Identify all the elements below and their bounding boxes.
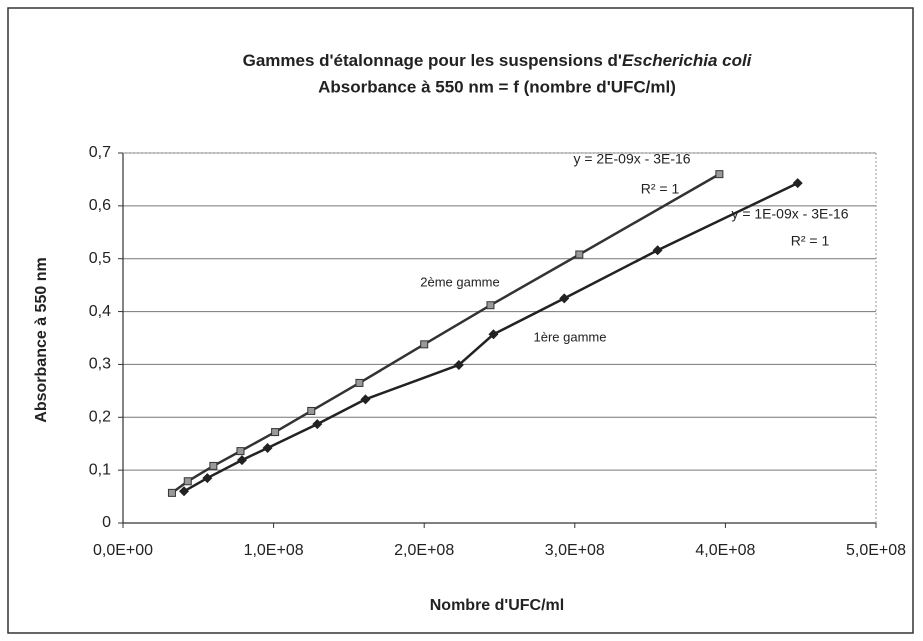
y-tick-label: 0,3: [89, 356, 111, 373]
point: [183, 477, 192, 486]
point: [307, 406, 316, 415]
y-tick-label: 0: [102, 514, 111, 531]
point: [236, 447, 245, 456]
point: [559, 293, 570, 304]
y-tick-label: 0,1: [89, 461, 111, 478]
x-axis-label: Nombre d'UFC/ml: [430, 597, 564, 614]
x-tick-label: 5,0E+08: [846, 542, 906, 559]
chart-title: Gammes d'étalonnage pour les suspensions…: [243, 51, 753, 70]
y-axis-label: Absorbance à 550 nm: [33, 257, 50, 422]
point: [236, 455, 247, 466]
chart-frame: [7, 7, 914, 634]
x-tick-label: 2,0E+08: [394, 542, 454, 559]
x-tick-label: 1,0E+08: [244, 542, 304, 559]
point: [178, 486, 189, 497]
point: [262, 442, 273, 453]
y-tick-label: 0,6: [89, 197, 111, 214]
r-squared: R² = 1: [641, 181, 680, 197]
r-squared: R² = 1: [791, 233, 830, 249]
series-label: 2ème gamme: [420, 274, 499, 289]
point: [792, 178, 803, 189]
point: [360, 394, 371, 405]
point: [453, 359, 464, 370]
x-tick-label: 3,0E+08: [545, 542, 605, 559]
y-tick-label: 0,2: [89, 409, 111, 426]
chart-subtitle: Absorbance à 550 nm = f (nombre d'UFC/ml…: [318, 77, 676, 96]
point: [486, 301, 495, 310]
trend-equation: y = 2E-09x - 3E-16: [573, 151, 690, 167]
point: [209, 461, 218, 470]
point: [652, 245, 663, 256]
title-italic: Escherichia coli: [622, 51, 753, 70]
x-tick-label: 0,0E+00: [93, 542, 153, 559]
series-label: 1ère gamme: [534, 329, 607, 344]
point: [575, 250, 584, 259]
point: [355, 378, 364, 387]
point: [202, 473, 213, 484]
point: [312, 419, 323, 430]
point: [271, 428, 280, 437]
y-tick-label: 0,7: [89, 144, 111, 161]
point: [715, 170, 724, 179]
title-text: Gammes d'étalonnage pour les suspensions…: [243, 51, 622, 70]
trend-equation: y = 1E-09x - 3E-16: [731, 206, 848, 222]
x-tick-label: 4,0E+08: [695, 542, 755, 559]
point: [488, 329, 499, 340]
point: [420, 340, 429, 349]
y-tick-label: 0,4: [89, 303, 111, 320]
point: [167, 488, 176, 497]
y-tick-label: 0,5: [89, 250, 111, 267]
